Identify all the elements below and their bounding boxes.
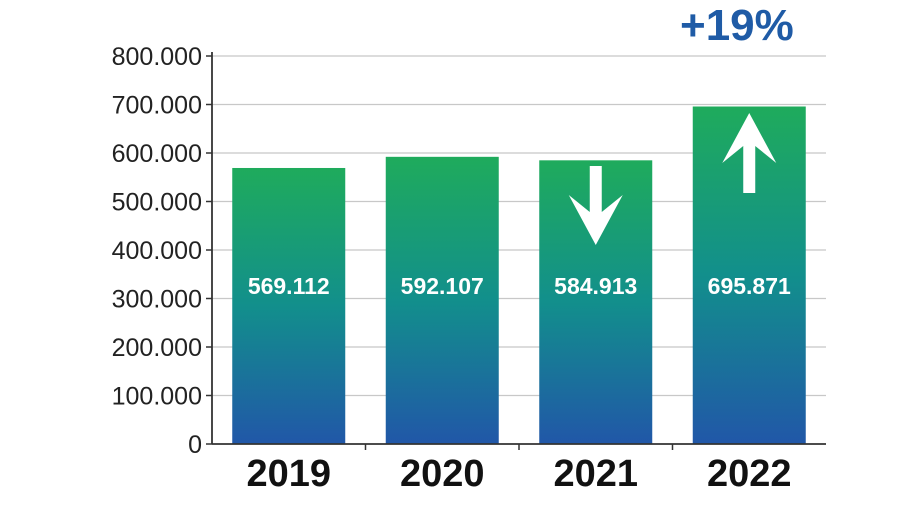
- y-tick-label: 800.000: [112, 43, 202, 71]
- y-tick-label: 600.000: [112, 140, 202, 168]
- y-tick-label: 500.000: [112, 189, 202, 217]
- y-tick-label: 100.000: [112, 383, 202, 411]
- y-tick-label: 300.000: [112, 286, 202, 314]
- x-tick-label: 2022: [707, 453, 792, 495]
- bar: [385, 156, 499, 444]
- y-tick-label: 400.000: [112, 237, 202, 265]
- growth-annotation: +19%: [680, 1, 794, 50]
- x-tick-label: 2021: [553, 453, 638, 495]
- y-tick-label: 700.000: [112, 92, 202, 120]
- data-label: 695.871: [708, 273, 791, 299]
- bars: [232, 106, 806, 444]
- data-label: 569.112: [248, 273, 330, 299]
- data-label: 592.107: [401, 273, 484, 299]
- x-tick-label: 2020: [400, 453, 485, 495]
- y-tick-label: 200.000: [112, 334, 202, 362]
- bar: [232, 167, 346, 444]
- up-arrow-icon: [722, 113, 777, 193]
- y-tick-label: 0: [188, 431, 202, 459]
- x-tick-label: 2019: [246, 453, 331, 495]
- labels: 0 100.000 200.000 300.000 400.000 500.000 600.…: [112, 43, 792, 495]
- axes: [206, 52, 826, 450]
- down-arrow-icon: [568, 166, 623, 245]
- data-label: 584.913: [554, 273, 637, 299]
